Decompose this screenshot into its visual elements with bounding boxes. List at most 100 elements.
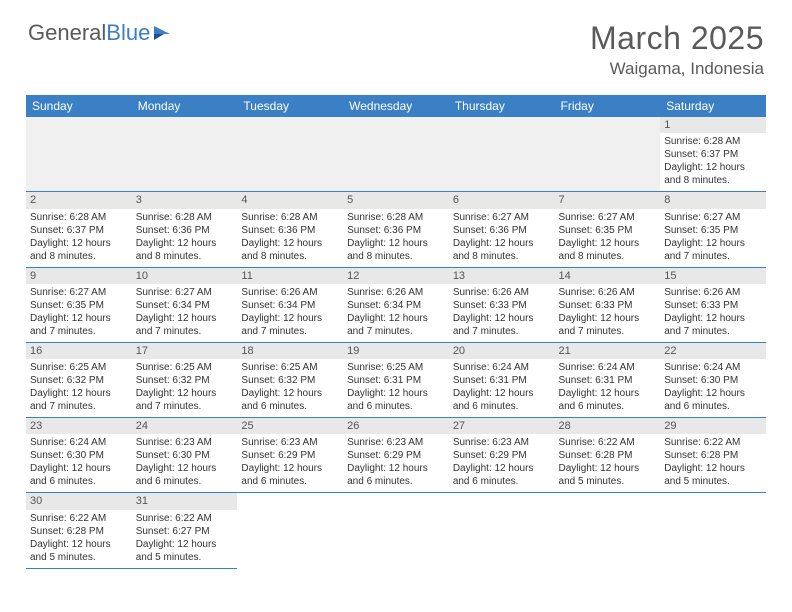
calendar-week-row: 23Sunrise: 6:24 AMSunset: 6:30 PMDayligh… [26,418,766,493]
sunset-text: Sunset: 6:33 PM [664,299,762,312]
daylight-text: Daylight: 12 hours and 5 minutes. [136,538,234,564]
day-number: 17 [132,343,238,359]
calendar-day-cell: 1Sunrise: 6:28 AMSunset: 6:37 PMDaylight… [660,117,766,192]
sunrise-text: Sunrise: 6:25 AM [30,361,128,374]
sunrise-text: Sunrise: 6:24 AM [664,361,762,374]
calendar-day-cell: 24Sunrise: 6:23 AMSunset: 6:30 PMDayligh… [132,418,238,493]
calendar-day-cell [343,493,449,568]
sunset-text: Sunset: 6:33 PM [453,299,551,312]
sunrise-text: Sunrise: 6:23 AM [136,436,234,449]
day-number: 7 [555,192,661,208]
daylight-text: Daylight: 12 hours and 8 minutes. [453,237,551,263]
daylight-text: Daylight: 12 hours and 6 minutes. [453,387,551,413]
calendar-day-cell [26,117,132,192]
daylight-text: Daylight: 12 hours and 6 minutes. [136,462,234,488]
daylight-text: Daylight: 12 hours and 7 minutes. [241,312,339,338]
sunset-text: Sunset: 6:36 PM [347,224,445,237]
sunset-text: Sunset: 6:30 PM [136,449,234,462]
day-number: 25 [237,418,343,434]
calendar-day-cell [449,117,555,192]
sunrise-text: Sunrise: 6:25 AM [136,361,234,374]
day-number: 6 [449,192,555,208]
day-number: 26 [343,418,449,434]
sunrise-text: Sunrise: 6:28 AM [347,211,445,224]
day-number: 8 [660,192,766,208]
sunrise-text: Sunrise: 6:23 AM [347,436,445,449]
calendar-day-cell: 8Sunrise: 6:27 AMSunset: 6:35 PMDaylight… [660,192,766,267]
calendar-day-cell: 30Sunrise: 6:22 AMSunset: 6:28 PMDayligh… [26,493,132,568]
calendar-week-row: 30Sunrise: 6:22 AMSunset: 6:28 PMDayligh… [26,493,766,568]
day-number: 28 [555,418,661,434]
sunset-text: Sunset: 6:32 PM [241,374,339,387]
sunrise-text: Sunrise: 6:22 AM [30,512,128,525]
calendar-day-cell: 28 Sunrise: 6:22 AMSunset: 6:28 PMDayligh… [555,418,661,493]
daylight-text: Daylight: 12 hours and 8 minutes. [664,161,762,187]
day-number: 29 [660,418,766,434]
weekday-header: Thursday [449,95,555,117]
calendar-day-cell: 5Sunrise: 6:28 AMSunset: 6:36 PMDaylight… [343,192,449,267]
calendar-day-cell: 21Sunrise: 6:24 AMSunset: 6:31 PMDayligh… [555,342,661,417]
sunrise-text: Sunrise: 6:24 AM [30,436,128,449]
sunrise-text: Sunrise: 6:27 AM [30,286,128,299]
calendar-day-cell: 2Sunrise: 6:28 AMSunset: 6:37 PMDaylight… [26,192,132,267]
sunset-text: Sunset: 6:34 PM [347,299,445,312]
day-number: 10 [132,268,238,284]
calendar-week-row: 16Sunrise: 6:25 AMSunset: 6:32 PMDayligh… [26,342,766,417]
sunrise-text: Sunrise: 6:26 AM [241,286,339,299]
sunset-text: Sunset: 6:30 PM [664,374,762,387]
header: GeneralBlue March 2025 Waigama, Indonesi… [0,0,792,87]
location: Waigama, Indonesia [590,59,764,79]
sunrise-text: Sunrise: 6:22 AM [559,436,657,449]
calendar-day-cell: 18Sunrise: 6:25 AMSunset: 6:32 PMDayligh… [237,342,343,417]
daylight-text: Daylight: 12 hours and 5 minutes. [664,462,762,488]
daylight-text: Daylight: 12 hours and 7 minutes. [30,312,128,338]
calendar-day-cell: 15Sunrise: 6:26 AMSunset: 6:33 PMDayligh… [660,267,766,342]
sunrise-text: Sunrise: 6:27 AM [664,211,762,224]
weekday-header: Tuesday [237,95,343,117]
daylight-text: Daylight: 12 hours and 6 minutes. [241,462,339,488]
daylight-text: Daylight: 12 hours and 7 minutes. [347,312,445,338]
calendar-day-cell: 20Sunrise: 6:24 AMSunset: 6:31 PMDayligh… [449,342,555,417]
calendar-day-cell [660,493,766,568]
day-number: 19 [343,343,449,359]
calendar-day-cell: 4Sunrise: 6:28 AMSunset: 6:36 PMDaylight… [237,192,343,267]
sunset-text: Sunset: 6:28 PM [664,449,762,462]
day-number: 18 [237,343,343,359]
calendar-day-cell: 25Sunrise: 6:23 AMSunset: 6:29 PMDayligh… [237,418,343,493]
weekday-header: Wednesday [343,95,449,117]
day-number: 1 [660,117,766,133]
logo-text-general: General [28,20,106,46]
daylight-text: Daylight: 12 hours and 5 minutes. [30,538,128,564]
sunrise-text: Sunrise: 6:25 AM [241,361,339,374]
calendar-day-cell: 23Sunrise: 6:24 AMSunset: 6:30 PMDayligh… [26,418,132,493]
sunrise-text: Sunrise: 6:22 AM [664,436,762,449]
sunset-text: Sunset: 6:29 PM [347,449,445,462]
calendar-day-cell: 9Sunrise: 6:27 AMSunset: 6:35 PMDaylight… [26,267,132,342]
sunset-text: Sunset: 6:31 PM [559,374,657,387]
calendar-week-row: 1Sunrise: 6:28 AMSunset: 6:37 PMDaylight… [26,117,766,192]
sunset-text: Sunset: 6:37 PM [664,148,762,161]
calendar-day-cell: 10Sunrise: 6:27 AMSunset: 6:34 PMDayligh… [132,267,238,342]
day-number: 30 [26,493,132,509]
sunset-text: Sunset: 6:35 PM [559,224,657,237]
logo-text-blue: Blue [106,20,150,46]
daylight-text: Daylight: 12 hours and 5 minutes. [559,462,657,488]
day-number: 9 [26,268,132,284]
sunset-text: Sunset: 6:37 PM [30,224,128,237]
sunset-text: Sunset: 6:28 PM [559,449,657,462]
calendar-day-cell: 14Sunrise: 6:26 AMSunset: 6:33 PMDayligh… [555,267,661,342]
sunset-text: Sunset: 6:36 PM [136,224,234,237]
day-number: 13 [449,268,555,284]
day-number: 31 [132,493,238,509]
calendar-day-cell: 6Sunrise: 6:27 AMSunset: 6:36 PMDaylight… [449,192,555,267]
day-number: 22 [660,343,766,359]
daylight-text: Daylight: 12 hours and 6 minutes. [30,462,128,488]
calendar-day-cell [555,493,661,568]
sunrise-text: Sunrise: 6:27 AM [559,211,657,224]
daylight-text: Daylight: 12 hours and 6 minutes. [559,387,657,413]
sunset-text: Sunset: 6:27 PM [136,525,234,538]
sunset-text: Sunset: 6:33 PM [559,299,657,312]
calendar-table: SundayMondayTuesdayWednesdayThursdayFrid… [26,95,766,569]
day-number: 5 [343,192,449,208]
daylight-text: Daylight: 12 hours and 6 minutes. [347,462,445,488]
